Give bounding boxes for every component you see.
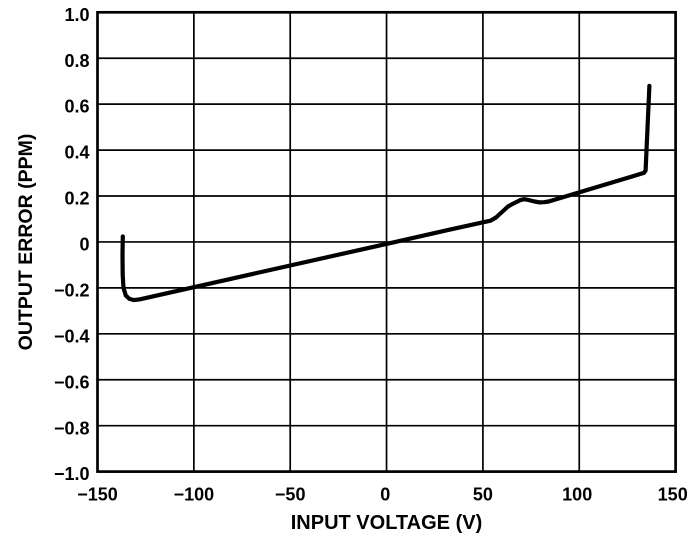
svg-text:−100: −100 xyxy=(174,484,215,504)
svg-text:0.8: 0.8 xyxy=(64,51,89,71)
svg-text:−0.6: −0.6 xyxy=(54,372,90,392)
svg-text:−1.0: −1.0 xyxy=(54,464,90,484)
svg-text:150: 150 xyxy=(658,484,688,504)
svg-text:−150: −150 xyxy=(77,484,118,504)
svg-text:−0.2: −0.2 xyxy=(54,281,90,301)
svg-text:100: 100 xyxy=(562,484,592,504)
svg-text:−50: −50 xyxy=(275,484,306,504)
svg-text:0.6: 0.6 xyxy=(64,97,89,117)
svg-text:0: 0 xyxy=(380,484,390,504)
svg-text:−0.4: −0.4 xyxy=(54,326,90,346)
svg-text:OUTPUT ERROR (PPM): OUTPUT ERROR (PPM) xyxy=(15,134,37,351)
svg-text:50: 50 xyxy=(473,484,493,504)
svg-text:INPUT VOLTAGE (V): INPUT VOLTAGE (V) xyxy=(291,512,482,534)
svg-text:0: 0 xyxy=(79,235,89,255)
svg-text:−0.8: −0.8 xyxy=(54,418,90,438)
svg-text:0.4: 0.4 xyxy=(64,143,89,163)
svg-text:0.2: 0.2 xyxy=(64,189,89,209)
svg-text:1.0: 1.0 xyxy=(64,5,89,25)
